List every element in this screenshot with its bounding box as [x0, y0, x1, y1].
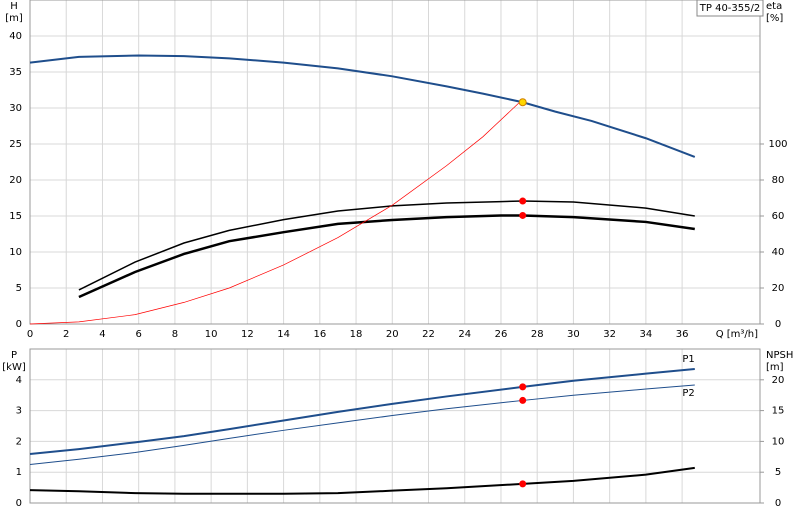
y2-tick-label: 80	[772, 175, 785, 186]
y2-tick-label: 0	[775, 319, 781, 330]
x-tick-label: 10	[205, 329, 218, 340]
y2-tick-label: 10	[772, 436, 785, 447]
x-tick-label: 18	[350, 329, 363, 340]
y-tick-label: 3	[16, 406, 22, 417]
y-axis-label: P	[11, 350, 17, 361]
y2-tick-label: 60	[772, 211, 785, 222]
y2-tick-label: 20	[772, 283, 785, 294]
y-tick-label: 15	[9, 211, 22, 222]
x-tick-label: 0	[27, 329, 33, 340]
operating-point	[518, 98, 527, 107]
series-line	[29, 466, 695, 495]
x-tick-label: 20	[386, 329, 399, 340]
y-tick-label: 1	[16, 467, 22, 478]
annotation-box	[696, 0, 764, 17]
y-tick-label: 2	[16, 436, 22, 447]
y2-tick-label: 40	[772, 247, 785, 258]
y-axis-label: H	[10, 1, 18, 12]
series-line	[78, 200, 695, 291]
series-line	[29, 384, 695, 465]
x-tick-label: 12	[241, 329, 254, 340]
x-tick-label: 22	[422, 329, 435, 340]
x-tick-label: 32	[603, 329, 616, 340]
y-tick-label: 25	[9, 139, 22, 150]
plot-frame	[29, 348, 761, 504]
x-tick-label: 14	[277, 329, 290, 340]
operating-point	[519, 480, 527, 488]
plots: 0 2 4 6 8 10 12 14 16 18 20 22 24 26 28 30 32 34 360510152…	[2, 0, 793, 509]
y-tick-label: 20	[9, 175, 22, 186]
y-tick-label: 40	[9, 31, 22, 42]
y2-tick-label: 20	[772, 375, 785, 386]
y-tick-label: 30	[9, 103, 22, 114]
x-tick-label: 4	[99, 329, 105, 340]
x-tick-label: 6	[135, 329, 141, 340]
x-tick-label: 36	[676, 329, 689, 340]
y-tick-label: 35	[9, 67, 22, 78]
x-tick-label: 24	[458, 329, 471, 340]
y-tick-label: 10	[9, 247, 22, 258]
y2-tick-label: 15	[772, 406, 785, 417]
operating-point	[519, 383, 527, 391]
y-tick-label: 5	[16, 283, 22, 294]
y-axis-unit: [m]	[5, 13, 23, 24]
y2-axis-unit: [m]	[766, 362, 784, 373]
x-tick-label: 30	[567, 329, 580, 340]
y2-axis-label: NPSH	[766, 350, 793, 361]
y-tick-label: 0	[16, 319, 22, 330]
series-line	[29, 54, 696, 158]
plot-frame	[29, 0, 761, 325]
series-line	[29, 368, 695, 456]
operating-point	[519, 211, 527, 219]
series-line	[78, 214, 695, 299]
x-tick-label: 16	[313, 329, 326, 340]
x-tick-label: 8	[172, 329, 178, 340]
y2-axis-label: eta	[766, 1, 782, 12]
x-tick-label: 26	[495, 329, 508, 340]
legend-label: P1	[682, 354, 694, 365]
y2-axis-unit: [%]	[766, 13, 783, 24]
y-axis-unit: [kW]	[2, 362, 26, 373]
annotation: TP 40-355/2	[699, 3, 760, 14]
y2-tick-label: 100	[768, 139, 787, 150]
y-tick-label: 4	[16, 375, 22, 386]
y2-tick-label: 0	[775, 498, 781, 509]
operating-point	[519, 197, 527, 205]
y2-tick-label: 5	[775, 467, 781, 478]
legend-label: P2	[682, 388, 694, 399]
series-line	[29, 99, 523, 325]
x-tick-label: 28	[531, 329, 544, 340]
operating-point	[519, 396, 527, 404]
x-tick-label: 2	[63, 329, 69, 340]
x-tick-label: 34	[640, 329, 653, 340]
x-axis-label: Q [m³/h]	[716, 329, 758, 340]
y-tick-label: 0	[16, 498, 22, 509]
